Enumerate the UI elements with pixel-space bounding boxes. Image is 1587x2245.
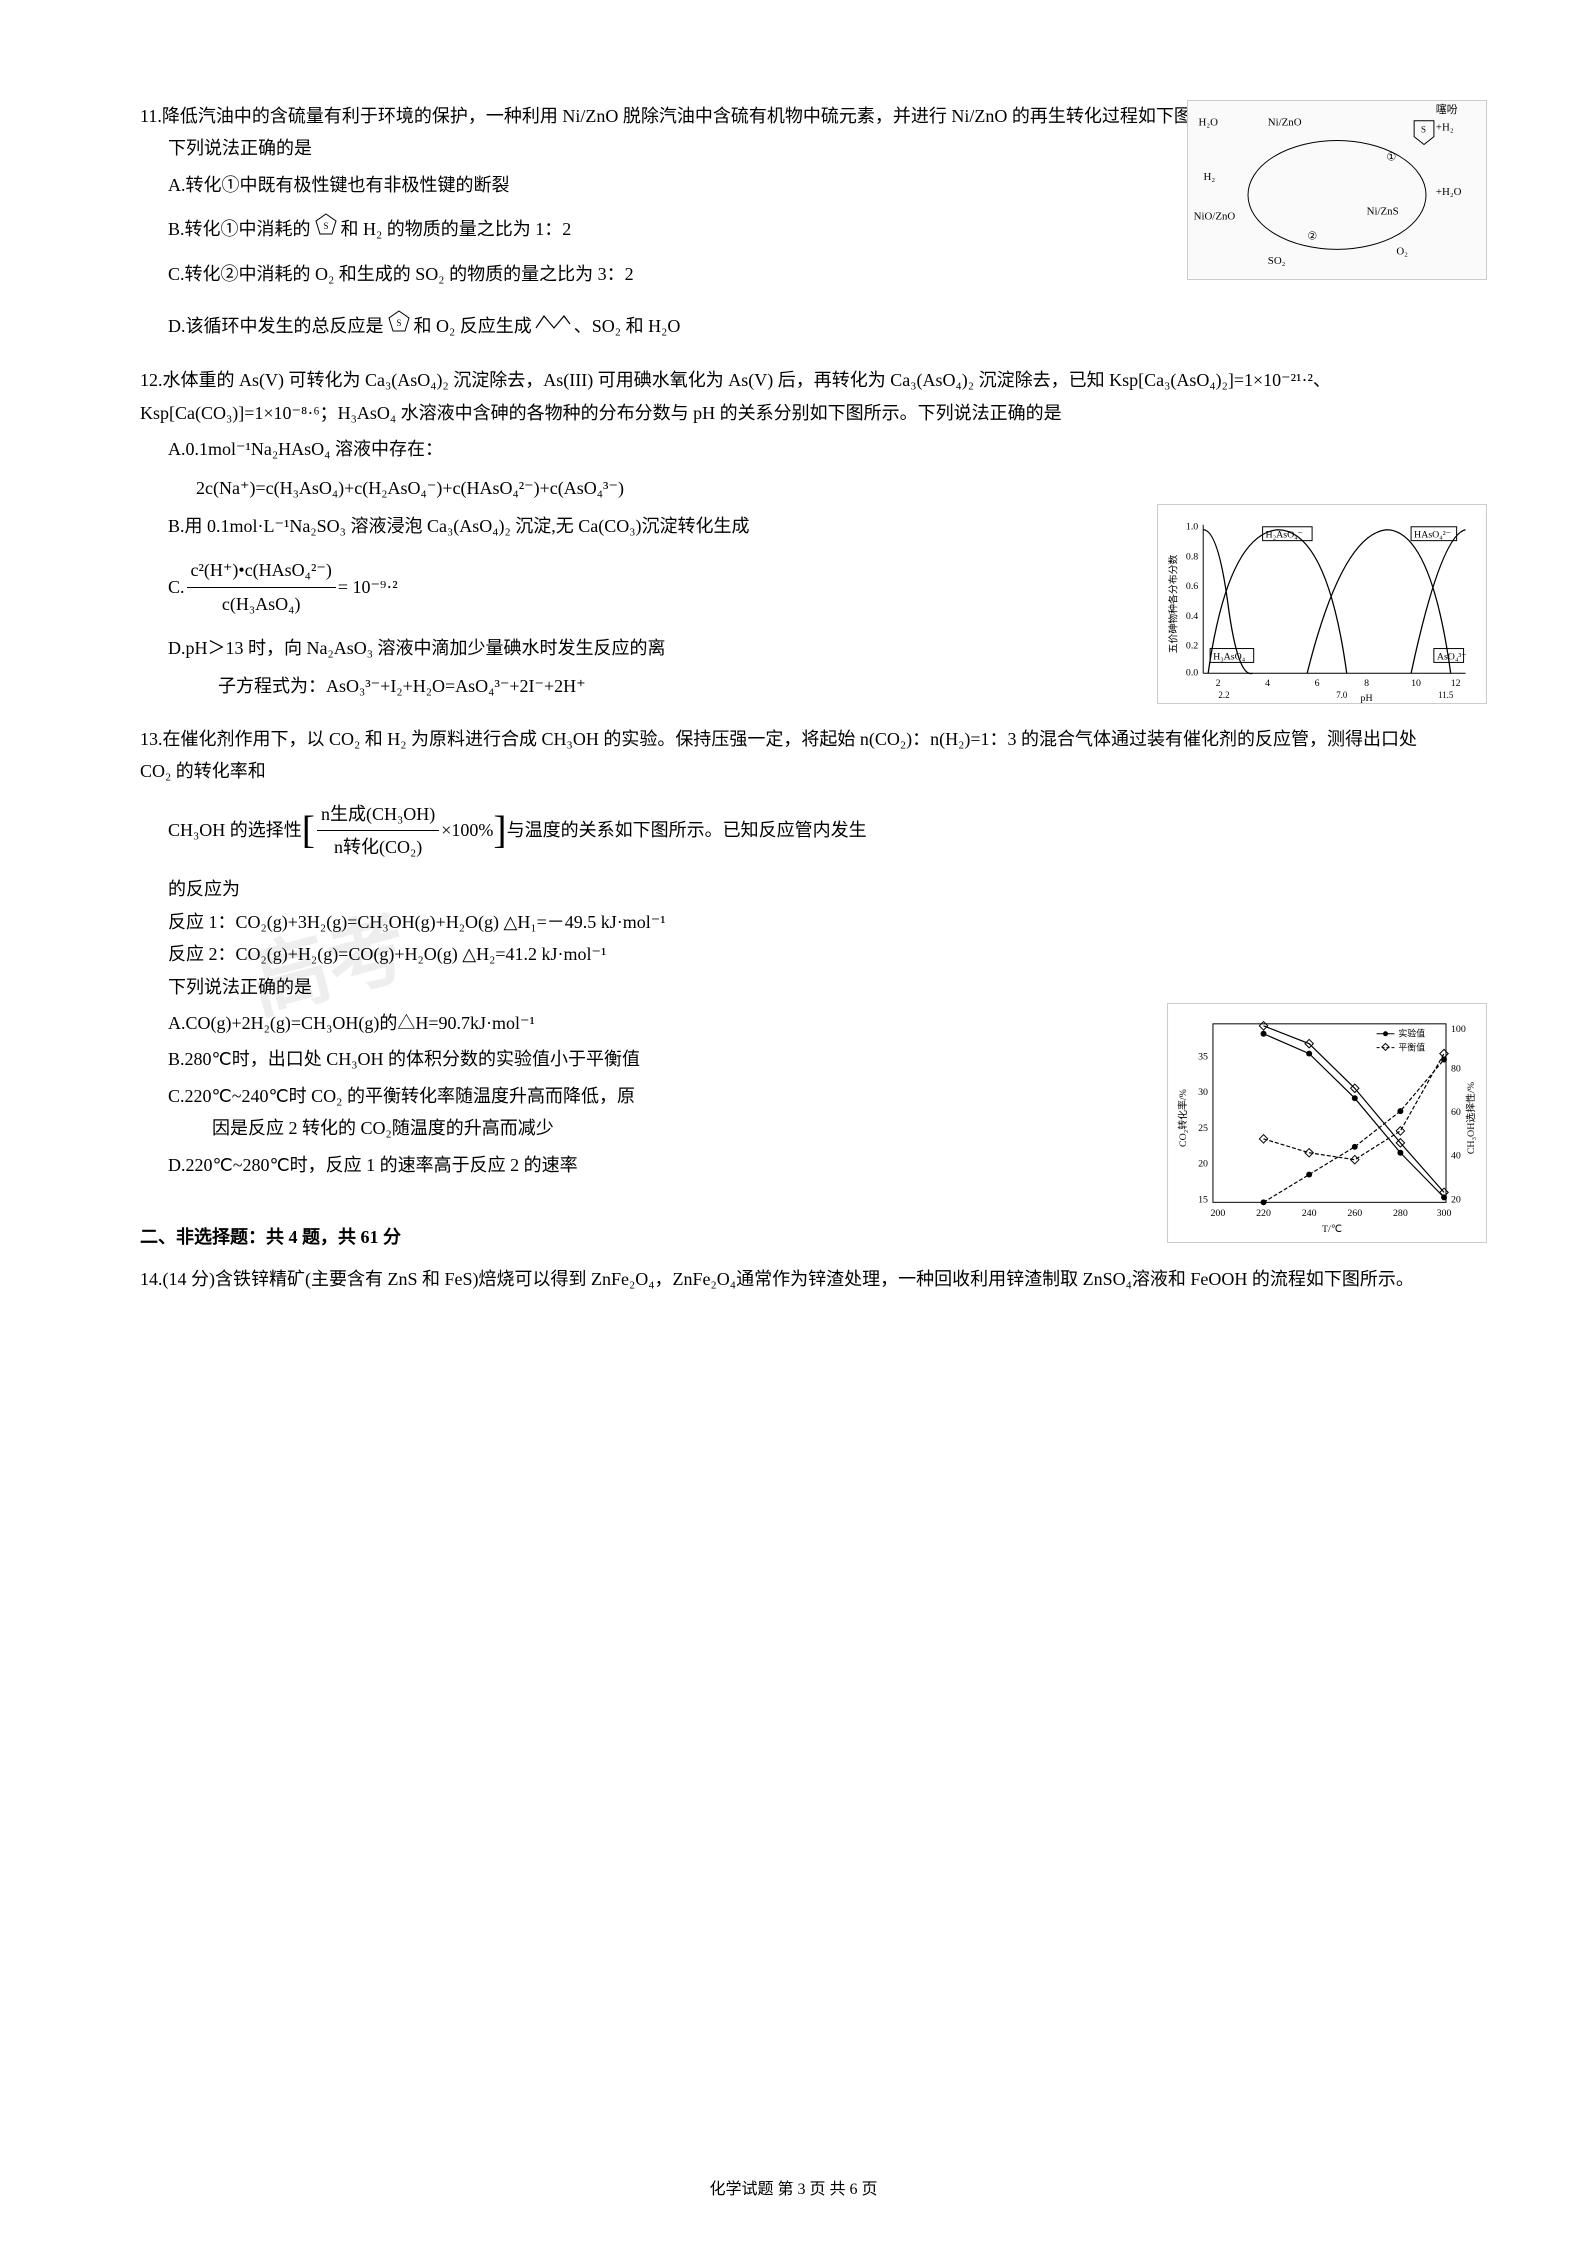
svg-text:Ni/ZnS: Ni/ZnS [1367,206,1399,218]
svg-text:SO₂: SO₂ [1268,255,1286,267]
q13-reactions-intro: 的反应为 [168,873,1447,905]
svg-text:AsO₄³⁻: AsO₄³⁻ [1437,652,1467,663]
svg-text:100: 100 [1451,1024,1466,1035]
svg-text:Ni/ZnO: Ni/ZnO [1268,117,1302,129]
svg-text:S: S [1421,125,1426,135]
q12-stem: 12.水体重的 As(V) 可转化为 Ca₃(AsO₄)₂ 沉淀除去，As(II… [140,364,1447,429]
svg-text:H₂: H₂ [1204,171,1216,183]
svg-text:S: S [323,221,328,231]
q13-conversion-chart: 15 20 25 30 35 20 40 60 80 100 200 220 2… [1167,1003,1487,1243]
svg-text:40: 40 [1451,1151,1461,1162]
svg-text:②: ② [1307,230,1317,242]
svg-text:280: 280 [1393,1208,1408,1219]
q11-cycle-diagram: H₂O Ni/ZnO +H₂ H₂ +H₂O NiO/ZnO Ni/ZnS SO… [1187,100,1487,280]
svg-text:35: 35 [1198,1051,1208,1062]
svg-text:1.0: 1.0 [1186,522,1198,533]
svg-text:4: 4 [1265,679,1270,690]
svg-text:CH₃OH选择性/%: CH₃OH选择性/% [1464,1082,1477,1154]
svg-text:240: 240 [1302,1208,1317,1219]
svg-text:0.0: 0.0 [1186,668,1198,679]
svg-text:pH: pH [1361,693,1373,703]
svg-text:8: 8 [1364,679,1369,690]
svg-text:7.0: 7.0 [1336,690,1348,700]
q14-stem: (14 分)含铁锌精矿(主要含有 ZnS 和 FeS)焙烧可以得到 ZnFe₂O… [163,1269,1414,1289]
svg-text:6: 6 [1315,679,1320,690]
svg-text:10: 10 [1411,679,1421,690]
svg-text:300: 300 [1437,1208,1452,1219]
q14-number: 14. [140,1269,163,1289]
q11-number: 11. [140,106,162,126]
svg-text:0.6: 0.6 [1186,581,1198,592]
q11-option-d: D.该循环中发生的总反应是 S 和 O₂ 反应生成 、SO₂ 和 H₂O [168,308,1447,344]
svg-text:H₃AsO₄: H₃AsO₄ [1213,652,1246,663]
fraction-icon: c²(H⁺)•c(HAsO₄²⁻) c(H₃AsO₄) [187,554,336,620]
svg-text:260: 260 [1347,1208,1362,1219]
svg-text:H₂O: H₂O [1199,117,1219,129]
q13-stem-1: 13.在催化剂作用下，以 CO₂ 和 H₂ 为原料进行合成 CH₃OH 的实验。… [140,723,1447,788]
page-footer: 化学试题 第 3 页 共 6 页 [140,2176,1447,2205]
svg-text:实验值: 实验值 [1398,1028,1425,1039]
right-bracket-icon: ] [493,811,506,851]
svg-text:30: 30 [1198,1087,1208,1098]
svg-text:15: 15 [1198,1194,1208,1205]
question-13: 13.在催化剂作用下，以 CO₂ 和 H₂ 为原料进行合成 CH₃OH 的实验。… [140,723,1447,1181]
svg-text:20: 20 [1451,1194,1461,1205]
svg-text:+H₂O: +H₂O [1436,186,1462,198]
svg-text:噻吩: 噻吩 [1436,102,1458,116]
svg-text:2: 2 [1216,679,1221,690]
question-12: 12.水体重的 As(V) 可转化为 Ca₃(AsO₄)₂ 沉淀除去，As(II… [140,364,1447,703]
svg-text:0.2: 0.2 [1186,641,1198,652]
svg-text:五价砷物种各分布分数: 五价砷物种各分布分数 [1166,555,1179,654]
svg-text:80: 80 [1451,1063,1461,1074]
fraction-icon: n生成(CH₃OH) n转化(CO₂) [317,798,439,864]
svg-text:20: 20 [1198,1158,1208,1169]
q13-reaction-2: 反应 2：CO₂(g)+H₂(g)=CO(g)+H₂O(g) △H₂=41.2 … [168,938,1447,970]
svg-text:2.2: 2.2 [1218,690,1229,700]
q12-number: 12. [140,370,163,390]
svg-text:T/℃: T/℃ [1322,1224,1342,1235]
svg-text:220: 220 [1256,1208,1271,1219]
thiophene-icon: S [386,308,412,344]
left-bracket-icon: [ [302,811,315,851]
svg-text:60: 60 [1451,1107,1461,1118]
svg-text:HAsO₄²⁻: HAsO₄²⁻ [1414,530,1451,541]
svg-text:0.8: 0.8 [1186,552,1198,563]
svg-text:+H₂: +H₂ [1436,122,1454,134]
question-11: 11.降低汽油中的含硫量有利于环境的保护，一种利用 Ni/ZnO 脱除汽油中含硫… [140,100,1447,344]
q12-option-a: A.0.1mol⁻¹Na₂HAsO₄ 溶液中存在： [168,433,1447,465]
question-14: 14.(14 分)含铁锌精矿(主要含有 ZnS 和 FeS)焙烧可以得到 ZnF… [140,1263,1447,1295]
svg-text:①: ① [1386,151,1396,163]
svg-text:平衡值: 平衡值 [1398,1041,1425,1052]
svg-text:25: 25 [1198,1123,1208,1134]
svg-text:0.4: 0.4 [1186,611,1198,622]
svg-text:12: 12 [1451,679,1461,690]
svg-text:S: S [396,318,401,328]
q13-number: 13. [140,729,163,749]
svg-text:CO₂转化率/%: CO₂转化率/% [1176,1089,1189,1147]
q12-distribution-chart: 1.0 0.8 0.6 0.4 0.2 0.0 2 4 6 8 10 12 2.… [1157,504,1487,704]
product-structure-icon [534,310,572,342]
thiophene-icon: S [313,211,339,247]
q12-option-b: B.用 0.1mol·L⁻¹Na₂SO₃ 溶液浸泡 Ca₃(AsO₄)₂ 沉淀,… [168,510,968,542]
svg-text:11.5: 11.5 [1438,690,1454,700]
q13-reaction-1: 反应 1：CO₂(g)+3H₂(g)=CH₃OH(g)+H₂O(g) △H₁=－… [168,906,1447,938]
svg-text:NiO/ZnO: NiO/ZnO [1194,211,1236,223]
svg-text:H₂AsO₄⁻: H₂AsO₄⁻ [1266,530,1303,541]
svg-text:200: 200 [1210,1208,1225,1219]
q12-option-a-formula: 2c(Na⁺)=c(H₃AsO₄)+c(H₂AsO₄⁻)+c(HAsO₄²⁻)+… [168,472,1447,504]
svg-text:O₂: O₂ [1396,245,1408,257]
q13-lead: 下列说法正确的是 [168,971,1447,1003]
q13-selectivity-expr: CH₃OH 的选择性 [ n生成(CH₃OH) n转化(CO₂) ×100% ]… [140,798,1447,864]
